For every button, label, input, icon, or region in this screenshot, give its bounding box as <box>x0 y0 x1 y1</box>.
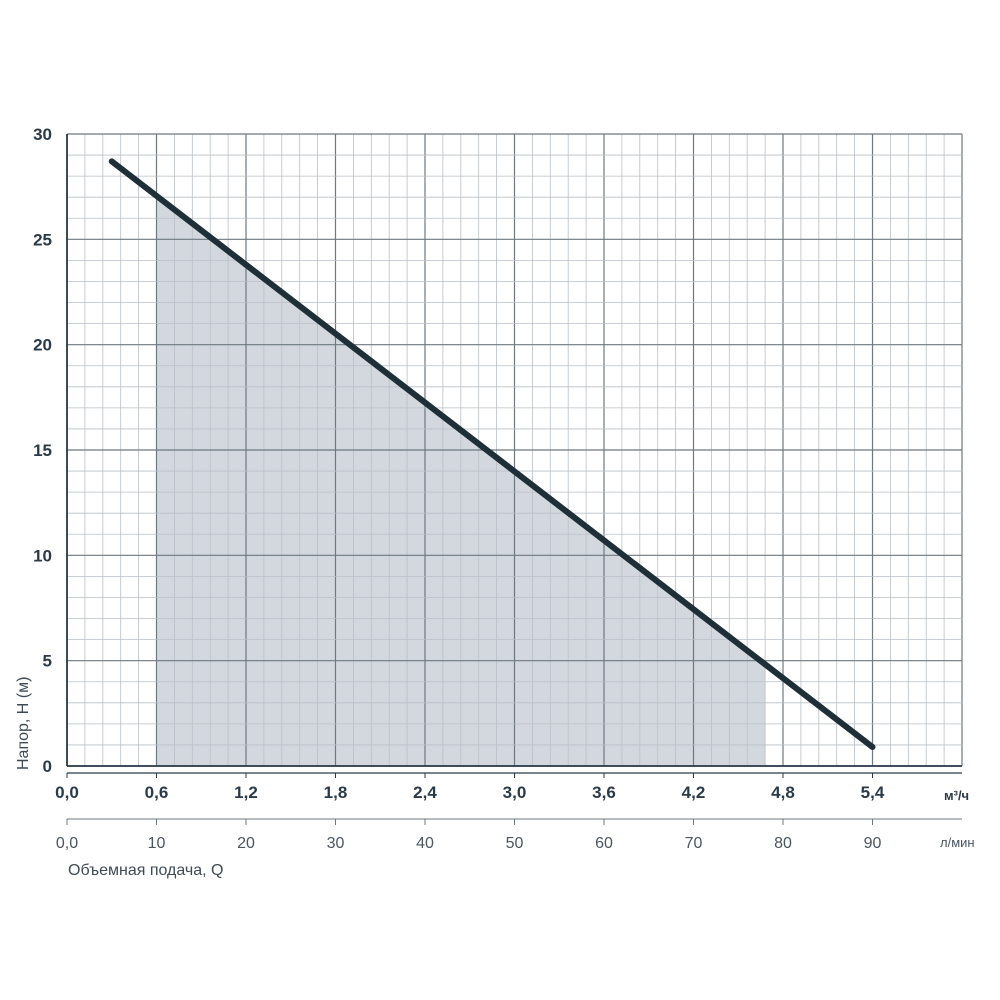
x-tick-label-m3h: 3,6 <box>592 783 616 802</box>
y-tick-label: 20 <box>33 336 52 355</box>
x-tick-label-m3h: 4,8 <box>771 783 795 802</box>
x-tick-label-lmin: 10 <box>148 835 166 852</box>
x-unit-secondary: л/мин <box>940 835 975 850</box>
x-tick-label-lmin: 40 <box>416 835 434 852</box>
x-tick-label-lmin: 70 <box>685 835 703 852</box>
x-tick-label-lmin: 30 <box>327 835 345 852</box>
x-tick-labels-m3h: 0,0 0,6 1,2 1,8 2,4 3,0 3,6 4,2 4,8 5,4 <box>55 773 885 802</box>
y-tick-label: 30 <box>33 125 52 144</box>
y-tick-label: 15 <box>33 441 52 460</box>
y-tick-labels: 0 5 10 15 20 25 30 <box>33 125 52 776</box>
y-axis-label: Напор, H (м) <box>15 677 32 770</box>
x-tick-label-m3h: 0,6 <box>145 783 169 802</box>
x-unit-primary: м³/ч <box>944 788 969 803</box>
y-tick-label: 5 <box>43 652 52 671</box>
x-tick-label-m3h: 5,4 <box>861 783 885 802</box>
x-tick-label-m3h: 1,2 <box>234 783 258 802</box>
y-tick-label: 25 <box>33 230 52 249</box>
head-flow-curve <box>108 158 876 751</box>
x-tick-label-m3h: 4,2 <box>682 783 706 802</box>
x-tick-label-lmin: 0,0 <box>56 835 78 852</box>
x-tick-label-m3h: 2,4 <box>413 783 437 802</box>
x-axis-label: Объемная подача, Q <box>68 862 223 879</box>
x-tick-label-lmin: 20 <box>237 835 255 852</box>
x-tick-label-lmin: 60 <box>595 835 613 852</box>
x-tick-label-m3h: 1,8 <box>324 783 348 802</box>
x-tick-label-m3h: 0,0 <box>55 783 79 802</box>
series-line <box>108 158 876 751</box>
y-tick-label: 10 <box>33 546 52 565</box>
x-tick-labels-lmin: 0,0 10 20 30 40 50 60 70 80 90 <box>56 819 882 852</box>
x-tick-label-m3h: 3,0 <box>503 783 527 802</box>
x-tick-label-lmin: 90 <box>864 835 882 852</box>
plot-grid <box>66 133 963 820</box>
x-tick-label-lmin: 50 <box>506 835 524 852</box>
x-tick-label-lmin: 80 <box>774 835 792 852</box>
y-tick-label: 0 <box>43 757 52 776</box>
